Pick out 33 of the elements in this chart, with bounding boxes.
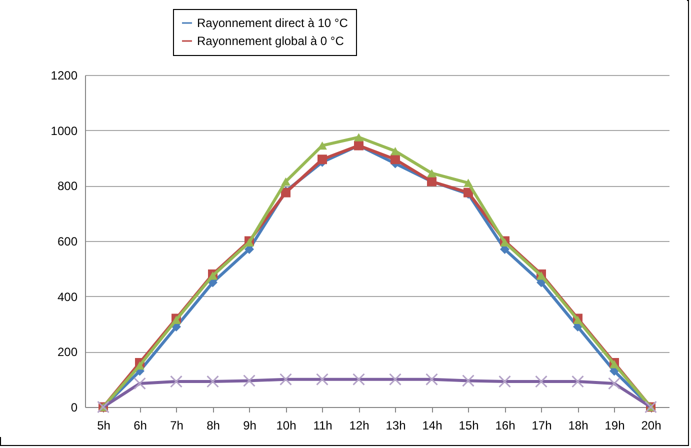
point — [390, 146, 400, 156]
point — [135, 361, 144, 370]
x-tick-label: 7h — [170, 418, 184, 432]
x-tick-label: 11h — [313, 418, 332, 432]
x-tick-label: 13h — [386, 418, 406, 432]
x-tick-label: 14h — [422, 418, 442, 432]
x-tick-label: 10h — [276, 418, 296, 432]
x-tick-label: 18h — [568, 418, 588, 432]
y-tick-label: 800 — [57, 179, 78, 194]
x-tick-label: 5h — [97, 418, 110, 432]
point — [354, 133, 364, 142]
point — [464, 178, 473, 188]
point — [318, 154, 327, 164]
x-tick-label: 16h — [495, 418, 516, 432]
legend-label: Rayonnement direct à 10 °C — [197, 16, 348, 30]
x-tick-label: 17h — [532, 418, 552, 432]
y-tick-label: 0 — [70, 400, 78, 414]
x-tick-label: 15h — [458, 418, 479, 432]
x-tick-label: 9h — [243, 418, 256, 432]
x-tick-label: 8h — [206, 418, 220, 432]
x-tick-label: 20h — [641, 418, 662, 432]
x-tick-label: 12h — [349, 418, 370, 432]
x-tick-label: 6h — [134, 418, 147, 432]
y-tick-label: 400 — [57, 290, 78, 304]
legend-label: Rayonnement global à 0 °C — [197, 34, 344, 48]
y-tick-label: 600 — [57, 234, 78, 248]
point — [427, 169, 436, 178]
y-tick-label: 200 — [57, 345, 78, 360]
point — [281, 177, 290, 186]
x-tick-label: 19h — [604, 418, 625, 432]
point — [390, 154, 400, 164]
y-tick-label: 1000 — [50, 124, 78, 138]
y-tick-label: 1200 — [50, 68, 78, 82]
